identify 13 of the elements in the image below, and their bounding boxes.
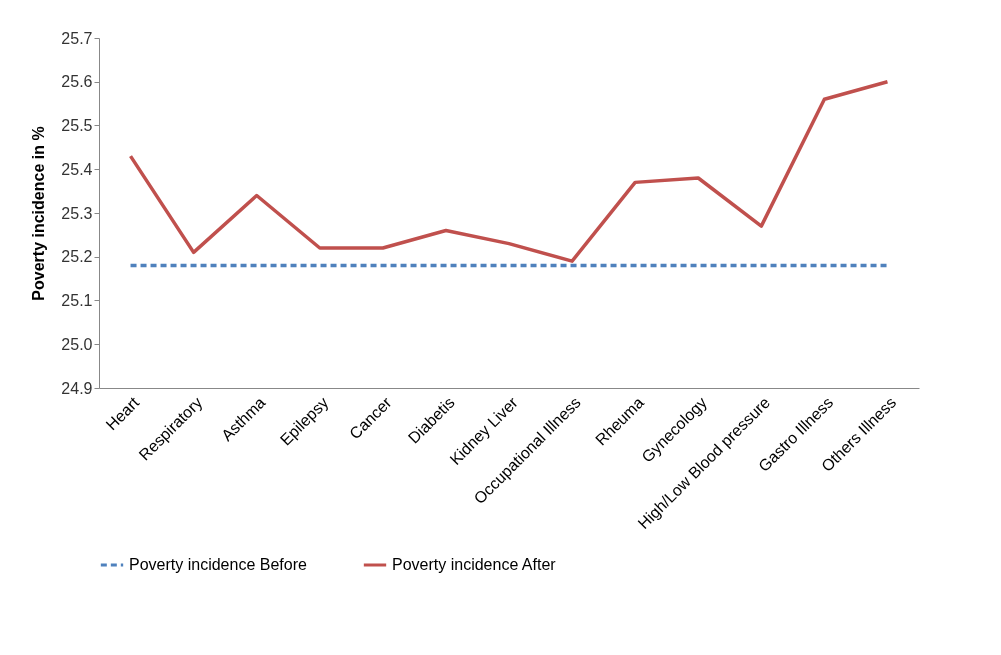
- y-tick-label: 25.3: [61, 204, 93, 222]
- y-tick-label: 25.4: [61, 160, 93, 178]
- y-tick-label: 25.0: [61, 335, 93, 353]
- y-tick-label: 25.7: [61, 29, 93, 47]
- y-tick-label: 25.5: [61, 117, 93, 134]
- y-tick-label: 25.1: [61, 292, 93, 309]
- legend-label: Poverty incidence Before: [129, 556, 307, 573]
- y-tick-label: 24.9: [61, 379, 93, 397]
- legend-label: Poverty incidence After: [392, 556, 557, 573]
- y-tick-label: 25.2: [61, 248, 93, 266]
- y-tick-label: 25.6: [61, 73, 93, 91]
- line-series: [128, 80, 890, 263]
- y-axis-title: Poverty incidence in %: [30, 126, 48, 301]
